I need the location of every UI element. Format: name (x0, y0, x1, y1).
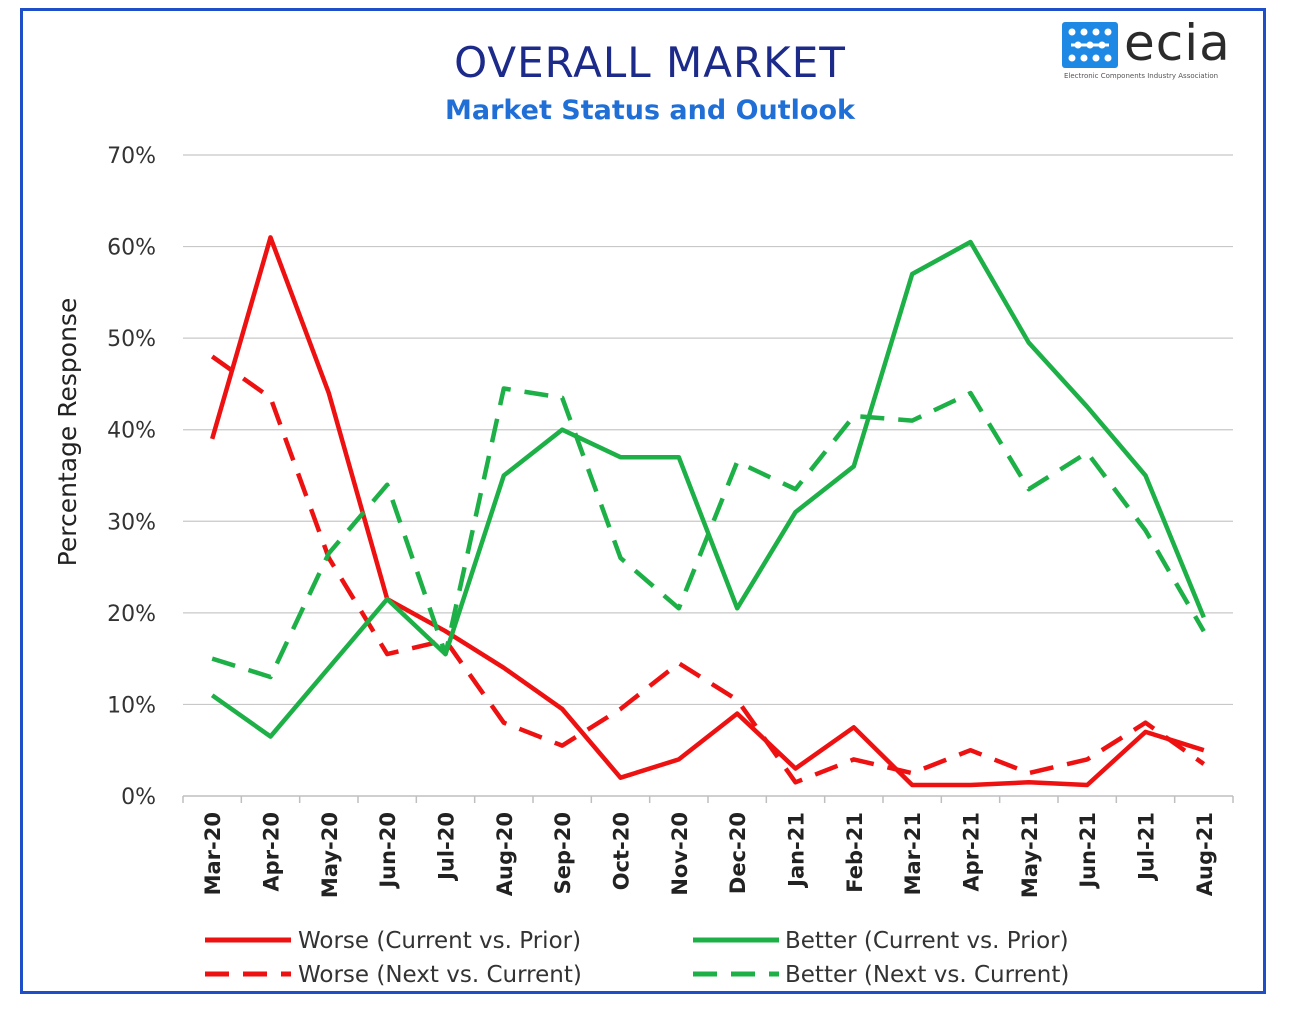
x-tick-label: Aug-20 (493, 812, 517, 896)
legend-label: Better (Current vs. Prior) (785, 928, 1069, 954)
chart-frame (20, 8, 1266, 994)
x-tick-label: May-21 (1018, 812, 1042, 898)
x-tick-label: Apr-21 (960, 812, 984, 892)
y-tick-label: 0% (121, 785, 156, 810)
x-tick-label: May-20 (318, 812, 342, 898)
x-tick-label: Jul-21 (1135, 812, 1159, 882)
y-tick-label: 50% (107, 327, 156, 352)
ecia-logo-wordmark: ecia (1124, 14, 1231, 72)
series-lines (210, 235, 1206, 788)
ecia-logo-icon (1062, 22, 1118, 68)
axes: 0% 10% 20% 30% 40% 50% 60% 70% Mar-20 Apr-20 May-2… (53, 144, 1234, 898)
chart-subtitle: Market Status and Outlook (445, 95, 855, 126)
x-tick-label: Dec-20 (726, 812, 750, 894)
y-tick-label: 20% (107, 602, 156, 627)
ecia-logo-tagline: Electronic Components Industry Associati… (1064, 72, 1219, 80)
x-tick-label: Jun-21 (1076, 812, 1100, 890)
legend-label: Better (Next vs. Current) (785, 962, 1069, 988)
series-line-4 (211, 386, 1206, 680)
x-tick-label: Jun-20 (376, 812, 400, 890)
x-tick-label: Mar-21 (901, 812, 925, 895)
x-tick-label: Feb-21 (843, 812, 867, 893)
series-line-1 (210, 235, 1205, 788)
legend: Worse (Current vs. Prior) Worse (Next vs.… (205, 928, 1069, 988)
y-tick-label: 30% (107, 510, 156, 535)
x-tick-label: Apr-20 (260, 812, 284, 892)
ecia-logo: ecia Electronic Components Industry Asso… (1062, 14, 1252, 84)
x-tick-label: Sep-20 (551, 812, 575, 894)
series-line-3 (210, 239, 1206, 739)
x-tick-label: Oct-20 (610, 812, 634, 890)
y-axis-title: Percentage Response (53, 298, 82, 567)
chart-title: OVERALL MARKET (454, 38, 846, 87)
y-tick-label: 70% (107, 144, 156, 169)
y-tick-label: 10% (107, 693, 156, 718)
series-line-2 (210, 354, 1206, 785)
x-tick-label: Mar-20 (201, 812, 225, 895)
x-tick-label: Nov-20 (668, 812, 692, 896)
y-tick-label: 40% (107, 419, 156, 444)
gridlines (183, 154, 1233, 706)
x-tick-label: Aug-21 (1193, 812, 1217, 896)
legend-label: Worse (Next vs. Current) (298, 962, 582, 988)
legend-label: Worse (Current vs. Prior) (298, 928, 581, 954)
y-tick-label: 60% (107, 236, 156, 261)
x-tick-label: Jan-21 (785, 812, 809, 889)
x-tick-label: Jul-20 (435, 812, 459, 882)
